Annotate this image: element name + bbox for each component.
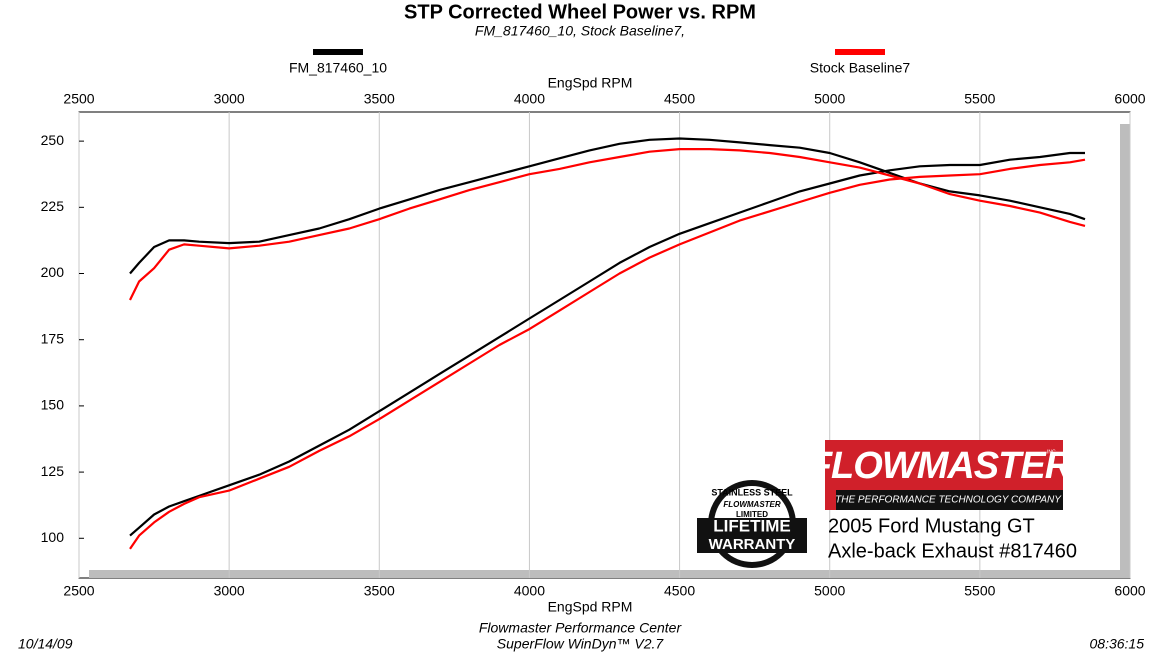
x-tick-label-top: 4000	[514, 91, 545, 107]
y-tick-label: 100	[41, 529, 65, 545]
frame-shadow	[1120, 124, 1130, 578]
y-tick-label: 175	[41, 330, 65, 346]
logo-brand: FLOWMASTER	[809, 445, 1073, 487]
frame-shadow	[89, 570, 1130, 578]
x-tick-label-top: 5500	[964, 91, 995, 107]
x-tick-label: 3500	[364, 583, 395, 599]
legend-label: FM_817460_10	[289, 60, 387, 76]
badge-text: LIMITED	[736, 510, 768, 519]
x-tick-label: 2500	[63, 583, 94, 599]
data-line	[129, 148, 1086, 301]
badge-band	[697, 518, 807, 553]
badge-text: FLOWMASTER	[723, 500, 781, 509]
chart-subtitle: FM_817460_10, Stock Baseline7,	[475, 23, 685, 39]
x-tick-label-top: 3000	[214, 91, 245, 107]
data-line	[129, 158, 1086, 550]
x-tick-label: 4500	[664, 583, 695, 599]
badge-text: STAINLESS STEEL	[711, 487, 793, 497]
footer-time: 08:36:15	[1090, 636, 1145, 652]
data-line	[129, 151, 1085, 537]
x-tick-label-top: 4500	[664, 91, 695, 107]
x-tick-label-top: 6000	[1114, 91, 1145, 107]
logo-caption: Axle-back Exhaust #817460	[828, 540, 1077, 562]
x-tick-label-top: 5000	[814, 91, 845, 107]
y-tick-label: 150	[41, 397, 65, 413]
x-tick-label: 6000	[1114, 583, 1145, 599]
x-axis-label: EngSpd RPM	[548, 599, 633, 615]
x-tick-label-top: 3500	[364, 91, 395, 107]
y-tick-label: 125	[41, 463, 65, 479]
y-tick-label: 225	[41, 198, 65, 214]
footer-center: Flowmaster Performance Center	[479, 620, 683, 636]
badge-text: WARRANTY	[709, 536, 796, 553]
x-tick-label: 5500	[964, 583, 995, 599]
logo-tagline: THE PERFORMANCE TECHNOLOGY COMPANY	[835, 495, 1062, 506]
badge-text: LIFETIME	[713, 516, 790, 535]
footer-center: SuperFlow WinDyn™ V2.7	[497, 636, 665, 652]
x-tick-label: 4000	[514, 583, 545, 599]
y-tick-label: 200	[41, 264, 65, 280]
x-tick-label: 3000	[214, 583, 245, 599]
chart-title: STP Corrected Wheel Power vs. RPM	[404, 1, 756, 23]
x-tick-label: 5000	[814, 583, 845, 599]
y-tick-label: 250	[41, 132, 65, 148]
logo-inc: INC.	[1047, 449, 1057, 455]
x-tick-label-top: 2500	[63, 91, 94, 107]
x-axis-label-top: EngSpd RPM	[548, 75, 633, 91]
logo-caption: 2005 Ford Mustang GT	[828, 515, 1035, 537]
footer-date: 10/14/09	[18, 636, 73, 652]
logo-band	[836, 490, 1063, 510]
legend-label: Stock Baseline7	[810, 60, 911, 76]
